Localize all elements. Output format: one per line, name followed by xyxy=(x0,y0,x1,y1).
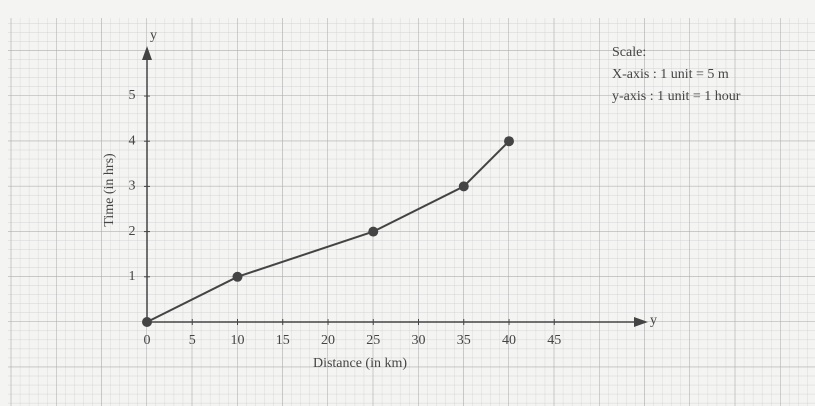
y-tick-label: 5 xyxy=(129,88,136,103)
y-axis-end-label: y xyxy=(150,28,157,43)
x-tick-label: 30 xyxy=(412,333,426,348)
annotation: y-axis : 1 unit = 1 hour xyxy=(612,89,741,104)
annotation: X-axis : 1 unit = 5 m xyxy=(612,67,729,82)
point xyxy=(458,181,469,192)
y-arrow xyxy=(142,46,152,60)
point xyxy=(232,271,243,282)
x-tick-label: 0 xyxy=(144,333,151,348)
y-tick-label: 3 xyxy=(129,179,136,194)
x-axis-title: Distance (in km) xyxy=(313,356,407,371)
x-tick-label: 45 xyxy=(547,333,561,348)
x-tick-label: 10 xyxy=(231,333,245,348)
point xyxy=(142,317,152,327)
x-tick-label: 35 xyxy=(457,333,471,348)
x-tick-label: 5 xyxy=(189,333,196,348)
x-tick-label: 20 xyxy=(321,333,335,348)
point xyxy=(368,226,379,237)
x-tick-label: 25 xyxy=(366,333,380,348)
x-tick-label: 15 xyxy=(276,333,290,348)
y-tick-label: 2 xyxy=(129,224,136,239)
x-arrow xyxy=(634,317,648,327)
y-axis-title: Time (in hrs) xyxy=(102,153,117,227)
annotation: Scale: xyxy=(612,45,646,60)
x-axis-end-label: y xyxy=(650,313,657,328)
y-tick-label: 4 xyxy=(129,133,136,148)
x-tick-label: 40 xyxy=(502,333,516,348)
y-tick-label: 1 xyxy=(129,269,136,284)
point xyxy=(504,136,514,147)
